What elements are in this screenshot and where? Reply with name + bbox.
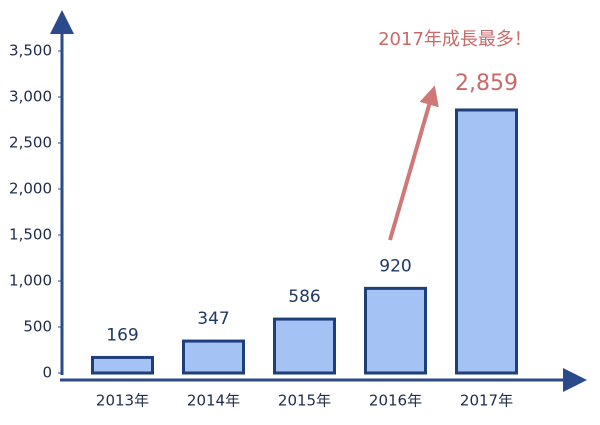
bar [91, 355, 154, 375]
y-tick-label: 3,000 [9, 88, 52, 106]
value-label: 2,859 [455, 71, 518, 96]
y-tick-label: 500 [23, 318, 52, 336]
x-tick-label: 2016年 [369, 392, 422, 410]
y-tick-label: 1,000 [9, 272, 52, 290]
y-tick-label: 2,000 [9, 180, 52, 198]
value-label: 169 [106, 325, 138, 345]
growth-arrow [388, 85, 439, 241]
value-label: 586 [288, 287, 320, 307]
x-tick-label: 2015年 [278, 392, 331, 410]
annotation: 2017年成長最多！ [378, 29, 532, 50]
bar [182, 339, 245, 375]
bar [364, 286, 427, 375]
x-tick-label: 2017年 [460, 392, 513, 410]
value-label: 920 [379, 256, 411, 276]
value-label: 347 [197, 309, 229, 329]
y-tick-label: 0 [42, 364, 52, 382]
x-tick-label: 2013年 [96, 392, 149, 410]
bar [455, 108, 518, 375]
x-tick-label: 2014年 [187, 392, 240, 410]
y-tick-label: 1,500 [9, 226, 52, 244]
y-tick-label: 3,500 [9, 42, 52, 60]
bar [273, 317, 336, 375]
y-tick-label: 2,500 [9, 134, 52, 152]
